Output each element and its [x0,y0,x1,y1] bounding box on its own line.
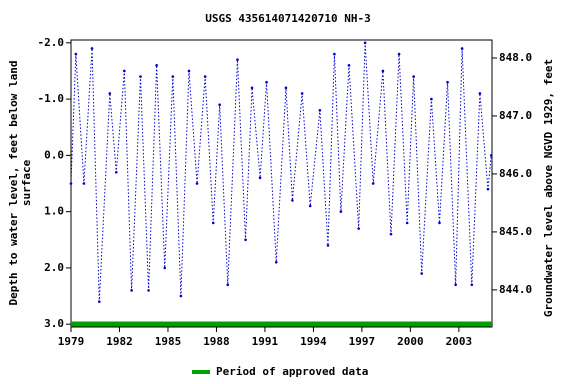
data-point [211,221,215,225]
y-tick-label: 3.0 [44,317,64,330]
data-point [470,283,474,287]
data-point [389,232,393,236]
x-tick-label: 1985 [155,335,182,348]
data-point [250,86,254,90]
x-tick-label: 1997 [349,335,376,348]
data-point [446,80,449,84]
y-tick-label: 0.0 [44,148,64,161]
y-axis-label: surface [20,159,33,206]
data-point [130,289,133,292]
x-tick-label: 2000 [397,335,424,348]
data-point [438,221,441,225]
data-point [226,283,230,287]
data-point [82,182,86,185]
data-point [420,272,423,275]
data-point [397,52,401,56]
data-point [489,154,493,157]
data-point [187,69,191,73]
x-tick-label: 1994 [300,335,327,348]
data-point [291,199,294,202]
data-point [486,187,490,191]
data-point [155,64,158,67]
data-point [203,75,207,78]
data-point [454,283,457,287]
data-point [114,170,118,174]
data-point [357,227,360,230]
data-point [236,58,239,61]
y2-tick-label: 847.0 [499,109,532,122]
data-point [147,289,150,292]
data-point [284,86,288,90]
data-point [274,260,278,264]
data-point [69,182,73,185]
data-point [371,182,375,185]
x-tick-label: 1979 [58,335,85,348]
data-point [218,103,221,107]
y2-tick-label: 845.0 [499,225,532,238]
y2-tick-label: 846.0 [499,167,532,180]
data-point [363,41,367,45]
data-point [258,176,262,180]
data-point [97,300,101,303]
data-point [74,52,78,56]
y-tick-label: 1.0 [44,205,64,218]
data-point [326,244,330,247]
y2-tick-label: 844.0 [499,283,532,296]
data-point [308,204,312,208]
data-point [244,238,247,242]
x-tick-label: 1982 [106,335,133,348]
chart-title: USGS 435614071420710 NH-3 [205,12,371,25]
data-point [195,182,199,185]
data-point [171,75,175,78]
y2-axis-label: Groundwater level above NGVD 1929, feet [542,59,555,317]
data-point [90,47,94,50]
data-point [139,75,142,78]
data-point [333,52,336,56]
data-point [265,80,268,84]
data-point [430,97,433,101]
legend-label: Period of approved data [216,365,368,378]
data-point [300,92,304,95]
y-axis-label: Depth to water level, feet below land [7,60,20,305]
plot-frame [70,39,493,328]
y2-tick-label: 848.0 [499,51,532,64]
data-point [339,210,343,213]
data-point [460,47,464,50]
data-point [405,221,409,225]
y-tick-label: -1.0 [38,92,65,105]
data-point [108,92,112,95]
data-point [478,92,482,95]
data-point [163,266,167,270]
data-point [381,69,385,73]
series-line [70,42,492,302]
y-tick-label: 2.0 [44,261,64,274]
data-point [318,109,322,112]
x-tick-label: 1988 [203,335,230,348]
data-point [347,64,351,67]
data-point [123,69,126,73]
data-point [412,75,415,78]
x-tick-label: 2003 [446,335,473,348]
x-tick-label: 1991 [252,335,279,348]
y-tick-label: -2.0 [38,36,65,49]
data-point [179,294,183,298]
